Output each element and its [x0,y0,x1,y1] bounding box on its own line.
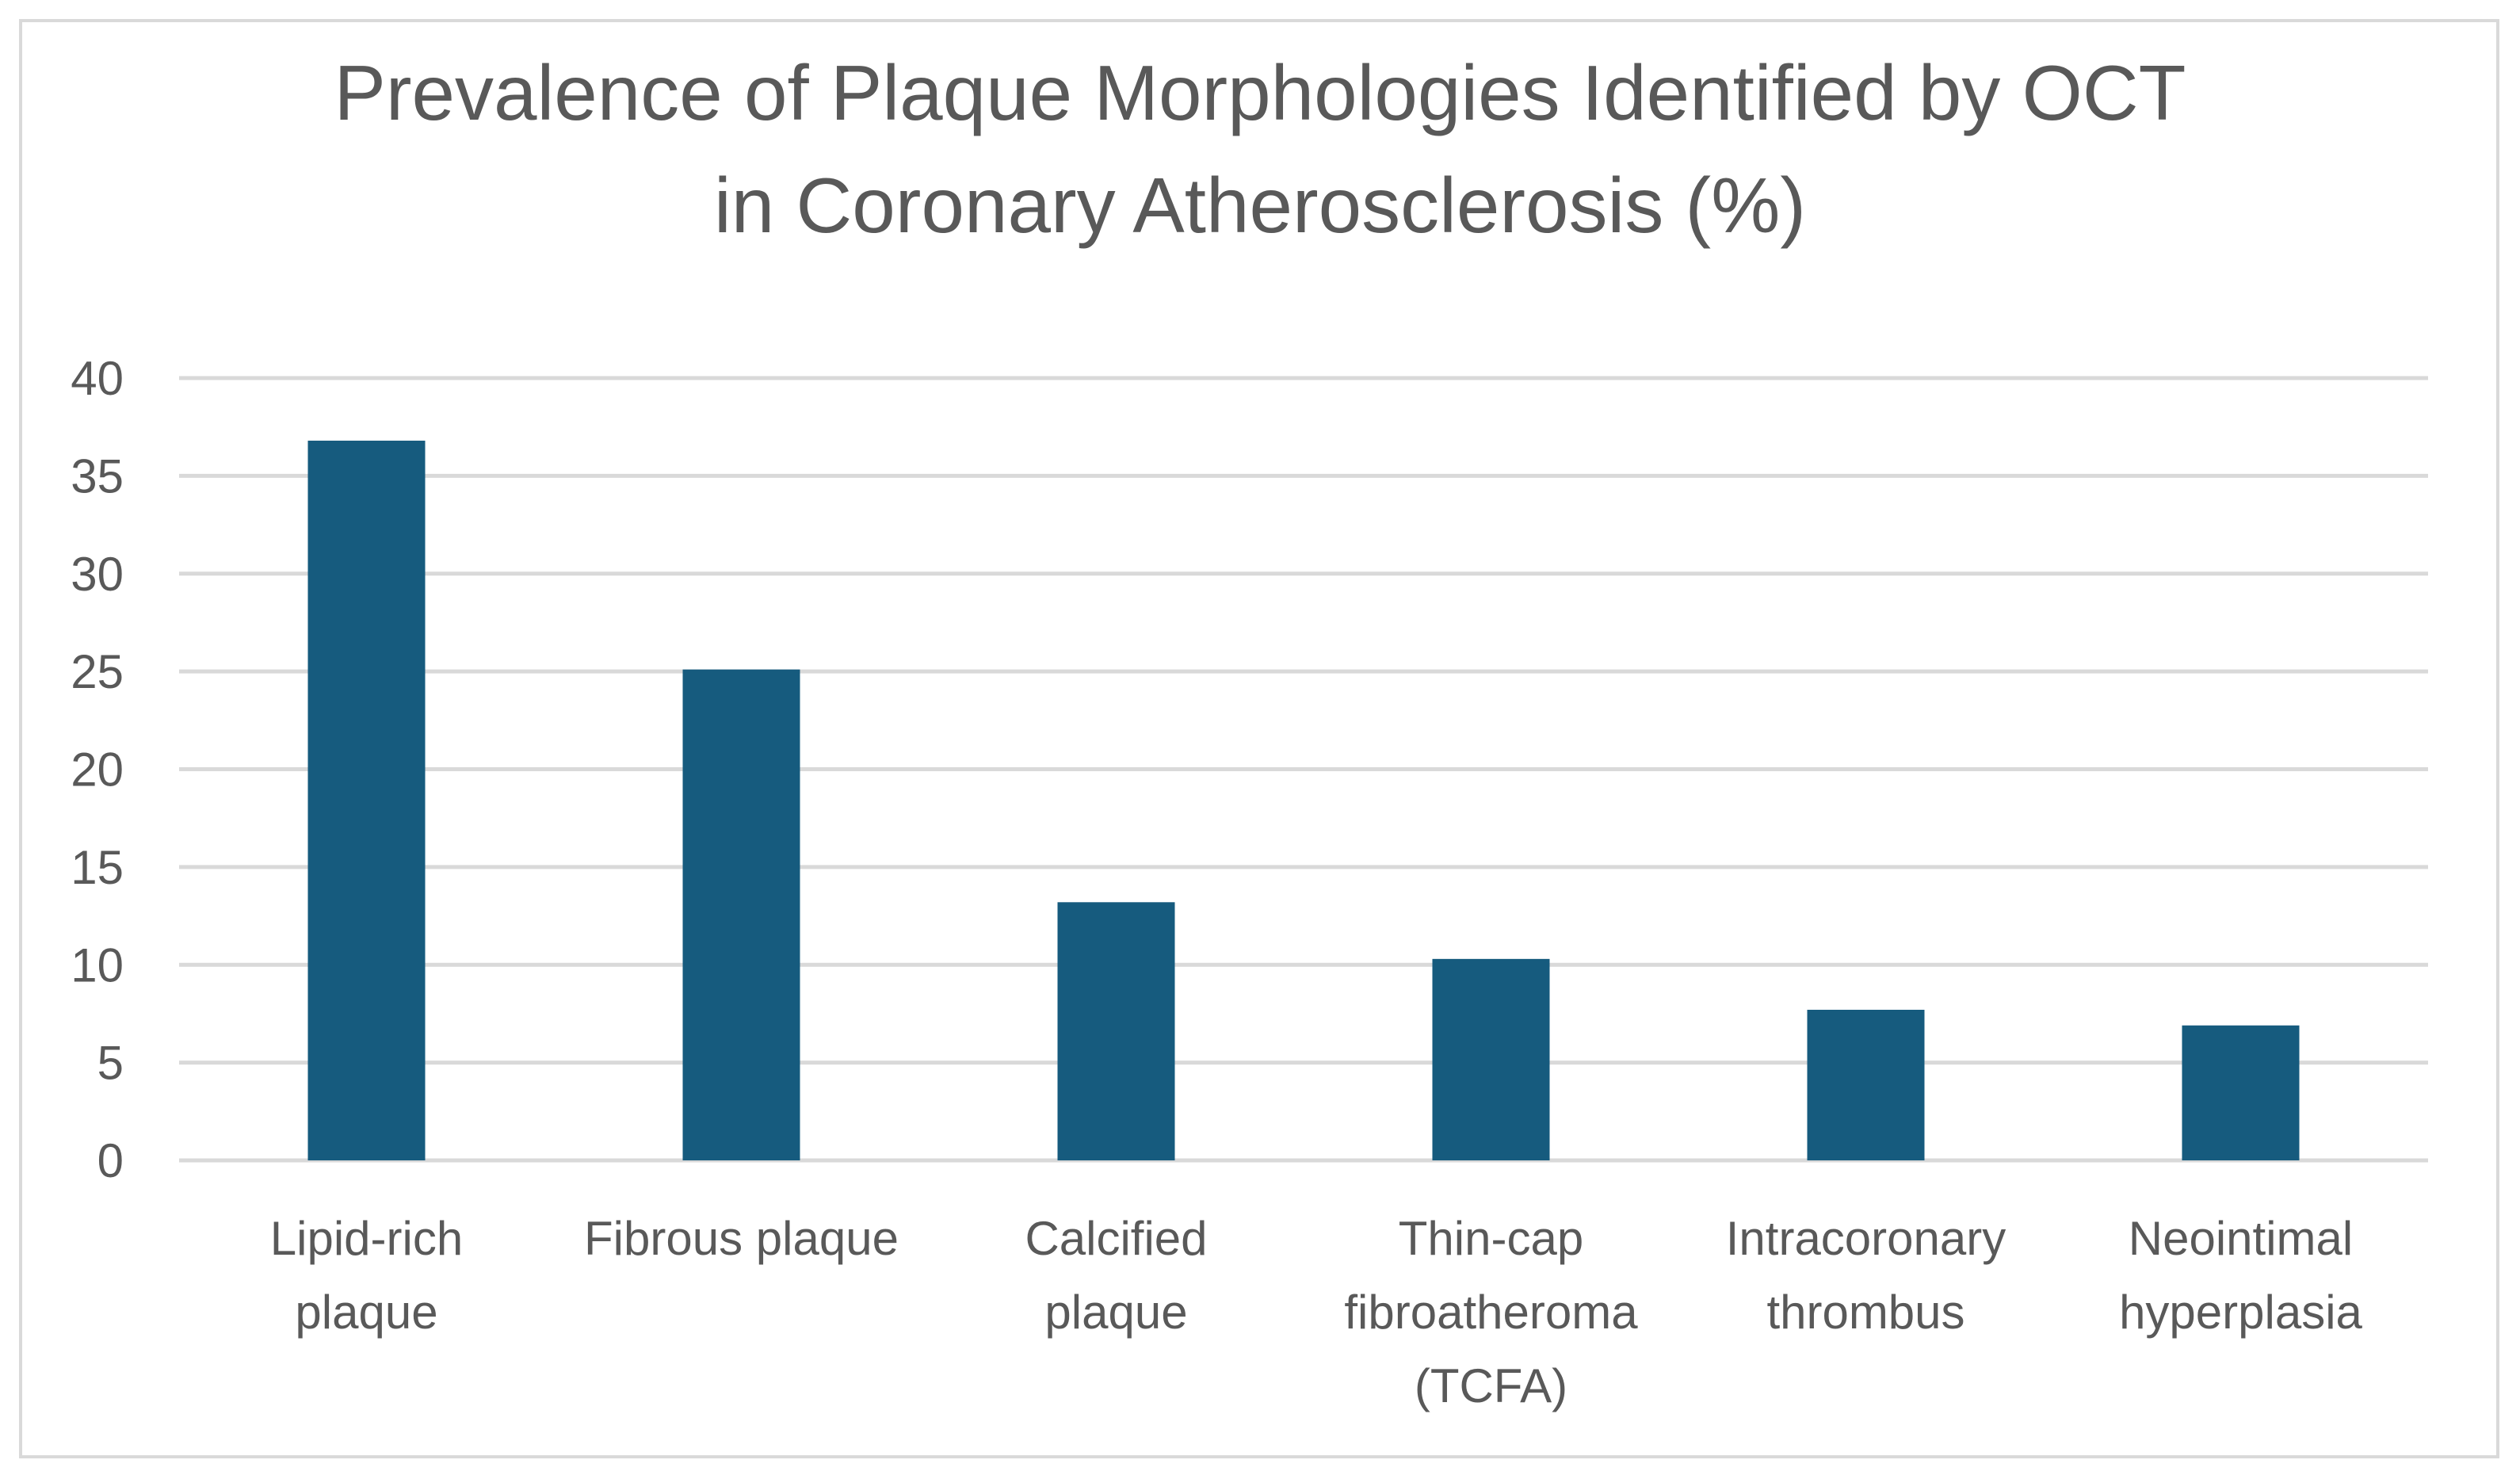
chart-frame [19,19,2499,1458]
x-category-label-line: fibroatheroma [1344,1286,1638,1339]
chart-title-line-1: Prevalence of Plaque Morphologies Identi… [334,49,2186,136]
x-category-label-line: plaque [295,1286,437,1339]
bars [307,440,2300,1160]
x-category-label-line: Neointimal [2129,1212,2353,1265]
bar-0 [307,440,426,1160]
bar-4 [1807,1010,1925,1160]
y-tick-label: 0 [97,1134,124,1187]
x-category-label-line: Fibrous plaque [584,1212,899,1265]
x-category-label-line: (TCFA) [1415,1359,1567,1412]
x-category-label-1: Fibrous plaque [584,1212,899,1265]
x-category-label-line: hyperplasia [2119,1286,2362,1339]
bar-3 [1432,958,1550,1160]
chart-title: Prevalence of Plaque Morphologies Identi… [0,36,2520,262]
bar-1 [682,669,800,1160]
x-category-label-line: plaque [1044,1286,1187,1339]
y-tick-label: 10 [71,938,124,992]
y-tick-label: 5 [97,1037,124,1090]
y-tick-label: 20 [71,743,124,797]
x-category-label-line: Lipid-rich [270,1212,463,1265]
x-category-label-line: Calcified [1025,1212,1207,1265]
y-axis-tick-labels: 0 5 10 15 20 25 30 35 40 [71,352,124,1187]
x-category-label-4: Intracoronary thrombus [1726,1212,2006,1339]
x-category-label-3: Thin-cap fibroatheroma (TCFA) [1344,1212,1638,1412]
chart-title-line-2: in Coronary Atherosclerosis (%) [714,162,1806,249]
bar-2 [1057,902,1175,1160]
x-category-label-line: Thin-cap [1399,1212,1583,1265]
y-tick-label: 25 [71,645,124,698]
x-category-label-line: Intracoronary [1726,1212,2006,1265]
x-category-label-line: thrombus [1766,1286,1964,1339]
gridlines [179,376,2428,1163]
x-category-label-2: Calcified plaque [1025,1212,1207,1339]
x-axis-category-labels: Lipid-rich plaque Fibrous plaque Calcified p… [270,1212,2363,1412]
y-tick-label: 35 [71,449,124,503]
x-category-label-0: Lipid-rich plaque [270,1212,463,1339]
y-tick-label: 40 [71,352,124,405]
y-tick-label: 30 [71,548,124,601]
bar-5 [2182,1025,2300,1160]
x-category-label-5: Neointimal hyperplasia [2119,1212,2362,1339]
y-tick-label: 15 [71,841,124,894]
